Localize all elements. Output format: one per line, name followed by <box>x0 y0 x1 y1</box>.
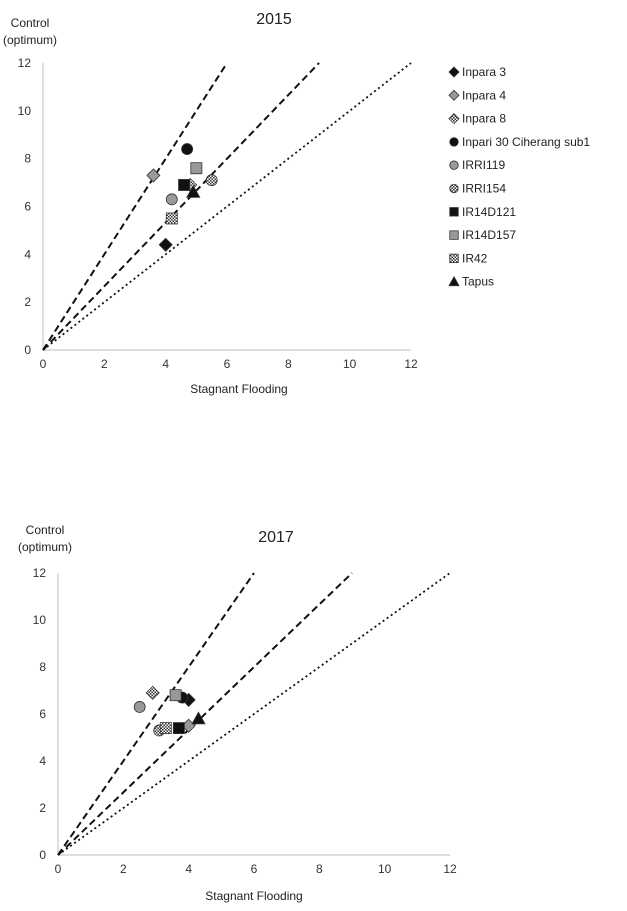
point-tapus <box>191 711 206 725</box>
y-tick-label: 12 <box>33 566 47 580</box>
x-tick-label: 12 <box>404 357 418 371</box>
x-tick-label: 0 <box>55 862 62 876</box>
point-inpara-8 <box>145 685 160 700</box>
legend-marker-ir14d157 <box>449 230 459 240</box>
plot-area: 0 2 4 6 8 10 12 0 2 4 6 8 10 12 <box>18 56 418 371</box>
legend-label: Tapus <box>462 275 494 289</box>
y-tick-label: 8 <box>39 660 46 674</box>
legend-label: IR14D157 <box>462 228 516 242</box>
x-tick-label: 8 <box>316 862 323 876</box>
x-tick-label: 10 <box>378 862 392 876</box>
x-tick-label: 10 <box>343 357 357 371</box>
legend: Inpara 3 Inpara 4 Inpara 8 Inpari 30 Cihera… <box>448 65 590 289</box>
legend-marker-inpari-30-ciherang-sub1 <box>449 137 459 147</box>
point-inpari-30-ciherang-sub1 <box>181 143 194 156</box>
y-tick-label: 4 <box>39 754 46 768</box>
reference-line-dashed <box>42 62 228 351</box>
point-ir14d121 <box>172 722 185 735</box>
y-tick-label: 12 <box>18 56 32 70</box>
chart-title: 2015 <box>256 11 292 28</box>
chart-2015: 2015 Control (optimum) Stagnant Flooding… <box>3 11 418 396</box>
reference-line-dashed <box>42 62 320 351</box>
legend-label: Inpara 3 <box>462 65 506 79</box>
y-tick-label: 8 <box>24 152 31 166</box>
legend-marker-irri119 <box>449 160 459 170</box>
x-axis-label: Stagnant Flooding <box>205 889 302 903</box>
legend-marker-ir14d121 <box>449 207 459 217</box>
legend-label: IR14D121 <box>462 205 516 219</box>
x-tick-label: 0 <box>40 357 47 371</box>
x-tick-label: 4 <box>185 862 192 876</box>
plot-area: 0 2 4 6 8 10 12 0 2 4 6 8 10 12 <box>33 566 457 876</box>
y-axis-label-line1: Control <box>26 523 65 537</box>
x-tick-label: 2 <box>120 862 127 876</box>
x-axis-label: Stagnant Flooding <box>190 382 287 396</box>
legend-label: Inpari 30 Ciherang sub1 <box>462 135 590 149</box>
legend-marker-ir42 <box>449 253 459 264</box>
x-tick-label: 6 <box>224 357 231 371</box>
y-tick-label: 2 <box>24 295 31 309</box>
point-ir42 <box>159 722 172 735</box>
y-tick-label: 0 <box>24 343 31 357</box>
point-ir14d157 <box>190 162 203 175</box>
legend-marker-inpara-4 <box>448 89 460 101</box>
chart-2017: 2017 Control (optimum) Stagnant Flooding… <box>18 523 457 903</box>
y-tick-label: 2 <box>39 801 46 815</box>
point-irri119 <box>133 701 146 713</box>
x-tick-label: 4 <box>162 357 169 371</box>
legend-label: IRRI154 <box>462 182 506 196</box>
reference-line-dotted <box>57 572 451 856</box>
y-tick-label: 6 <box>39 707 46 721</box>
legend-label: IR42 <box>462 251 488 265</box>
point-ir14d157 <box>169 689 182 702</box>
y-tick-label: 6 <box>24 200 31 214</box>
reference-line-dotted <box>42 62 412 351</box>
point-tapus <box>186 184 201 198</box>
point-ir42 <box>165 212 178 225</box>
x-tick-label: 12 <box>443 862 457 876</box>
y-tick-label: 0 <box>39 848 46 862</box>
x-tick-label: 8 <box>285 357 292 371</box>
legend-label: Inpara 4 <box>462 88 506 102</box>
chart-title: 2017 <box>258 529 294 546</box>
legend-marker-tapus <box>448 275 460 287</box>
reference-line-dashed <box>57 572 353 856</box>
legend-label: IRRI119 <box>462 158 505 172</box>
y-tick-label: 10 <box>33 613 47 627</box>
y-axis-label-line2: (optimum) <box>3 33 57 47</box>
x-tick-label: 2 <box>101 357 108 371</box>
x-tick-label: 6 <box>251 862 258 876</box>
point-inpara-4 <box>146 168 161 183</box>
legend-marker-inpara-3 <box>448 66 460 78</box>
point-irri119 <box>165 193 178 206</box>
point-ir14d121 <box>178 179 190 191</box>
legend-label: Inpara 8 <box>462 112 506 126</box>
legend-marker-inpara-8 <box>448 113 460 125</box>
y-axis-label-line2: (optimum) <box>18 540 72 554</box>
point-inpara-3 <box>158 237 173 252</box>
point-irri154 <box>205 174 218 187</box>
y-axis-label-line1: Control <box>11 16 50 30</box>
legend-marker-irri154 <box>449 183 459 194</box>
y-tick-label: 10 <box>18 104 32 118</box>
y-tick-label: 4 <box>24 247 31 261</box>
reference-line-dashed <box>57 572 255 856</box>
